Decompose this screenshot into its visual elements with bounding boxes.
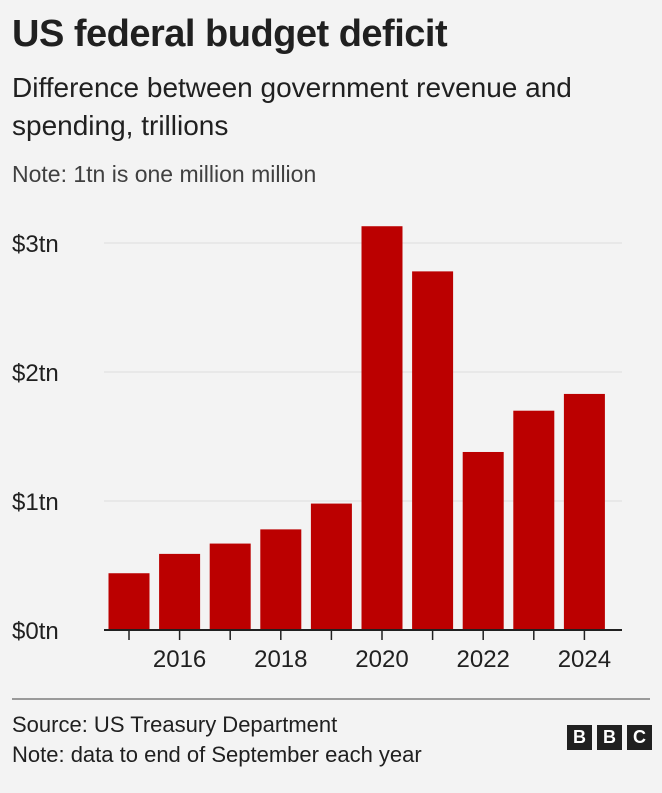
chart-subtitle: Difference between government revenue an… [12,72,572,141]
bar-2020 [361,226,403,631]
bar-2017 [209,543,251,630]
bbc-logo-letter: B [597,725,622,750]
bbc-logo-letter: B [567,725,592,750]
bar-2018 [260,529,302,630]
bar-chart: $0tn $1tn $2tn $3tn 2016 2018 2020 2022 2024 [12,226,622,673]
bar-2024 [563,393,605,630]
y-tick-label: $2tn [12,360,59,387]
bar-2015 [108,573,150,630]
y-tick-label: $1tn [12,489,59,516]
y-tick-label: $0tn [12,618,59,645]
bar-2021 [412,271,454,630]
x-tick-label: 2022 [457,646,510,673]
bar-2019 [310,503,352,630]
x-tick-label: 2018 [254,646,307,673]
footnote-text: Note: data to end of September each year [12,742,422,767]
x-tick-label: 2016 [153,646,206,673]
bbc-logo: B B C [567,725,652,750]
bar-2016 [159,553,201,630]
chart-title: US federal budget deficit [12,13,448,55]
source-text: Source: US Treasury Department [12,712,338,737]
bar-2023 [513,410,555,630]
bbc-logo-letter: C [627,725,652,750]
footer-divider [12,698,650,700]
x-tick-label: 2020 [355,646,408,673]
chart-note: Note: 1tn is one million million [12,161,317,187]
y-tick-label: $3tn [12,231,59,258]
bar-2022 [462,451,504,630]
x-tick-label: 2024 [558,646,611,673]
